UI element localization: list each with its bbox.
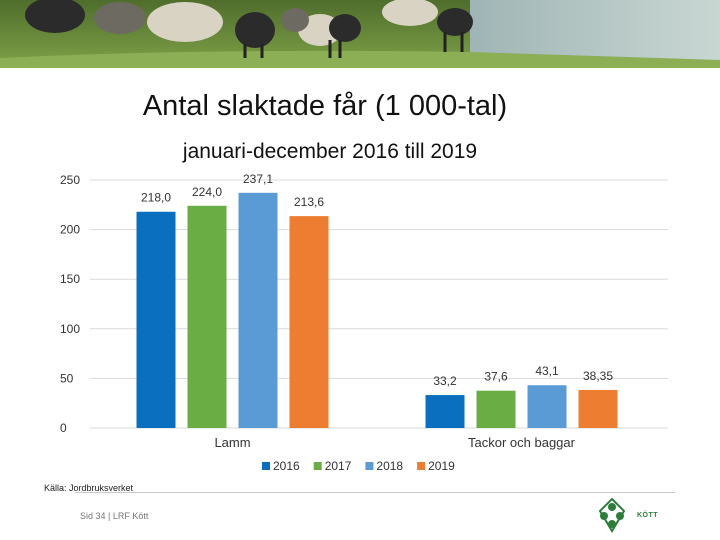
- legend-swatch: [262, 462, 270, 470]
- bar: [187, 205, 227, 428]
- legend-label: 2016: [273, 459, 300, 473]
- y-tick-label: 50: [60, 371, 74, 385]
- page-label: Sid 34 | LRF Kött: [80, 511, 149, 521]
- y-tick-label: 100: [60, 322, 80, 336]
- bar: [289, 216, 329, 428]
- data-label: 213,6: [294, 195, 324, 209]
- logo-text: KÖTT: [637, 512, 659, 519]
- y-tick-label: 250: [60, 173, 80, 187]
- legend-label: 2019: [428, 459, 455, 473]
- lrf-logo-icon: [590, 497, 634, 538]
- legend-swatch: [313, 462, 322, 470]
- bar: [238, 192, 278, 428]
- legend-label: 2017: [325, 459, 352, 473]
- slide-title: Antal slaktade får (1 000-tal): [142, 90, 508, 122]
- bar: [527, 385, 567, 428]
- bar: [476, 390, 516, 428]
- data-label: 224,0: [192, 185, 222, 199]
- source-note: Källa: Jordbruksverket: [44, 483, 134, 493]
- bar-chart: 0 50 100 150 200 250 218,0 224,0 237,1 213,6 Lamm 3…: [60, 172, 668, 473]
- legend-label: 2018: [376, 459, 403, 473]
- y-tick-label: 200: [60, 223, 80, 237]
- data-label: 37,6: [484, 370, 508, 384]
- bar: [578, 389, 618, 428]
- y-tick-label: 0: [60, 421, 67, 435]
- footer-divider: [75, 492, 675, 493]
- data-label: 218,0: [141, 191, 171, 205]
- bar: [425, 395, 465, 428]
- sheep-photo-banner: [0, 0, 720, 68]
- data-label: 43,1: [535, 364, 559, 378]
- legend-swatch: [365, 462, 374, 470]
- slide-subtitle: januari-december 2016 till 2019: [182, 140, 478, 163]
- x-category-label: Lamm: [214, 435, 250, 450]
- data-label: 237,1: [243, 172, 273, 186]
- y-tick-label: 150: [60, 272, 80, 286]
- data-label: 38,35: [583, 369, 613, 383]
- bar: [136, 211, 176, 428]
- legend-swatch: [417, 462, 426, 470]
- data-label: 33,2: [433, 374, 457, 388]
- x-category-label: Tackor och baggar: [468, 435, 576, 450]
